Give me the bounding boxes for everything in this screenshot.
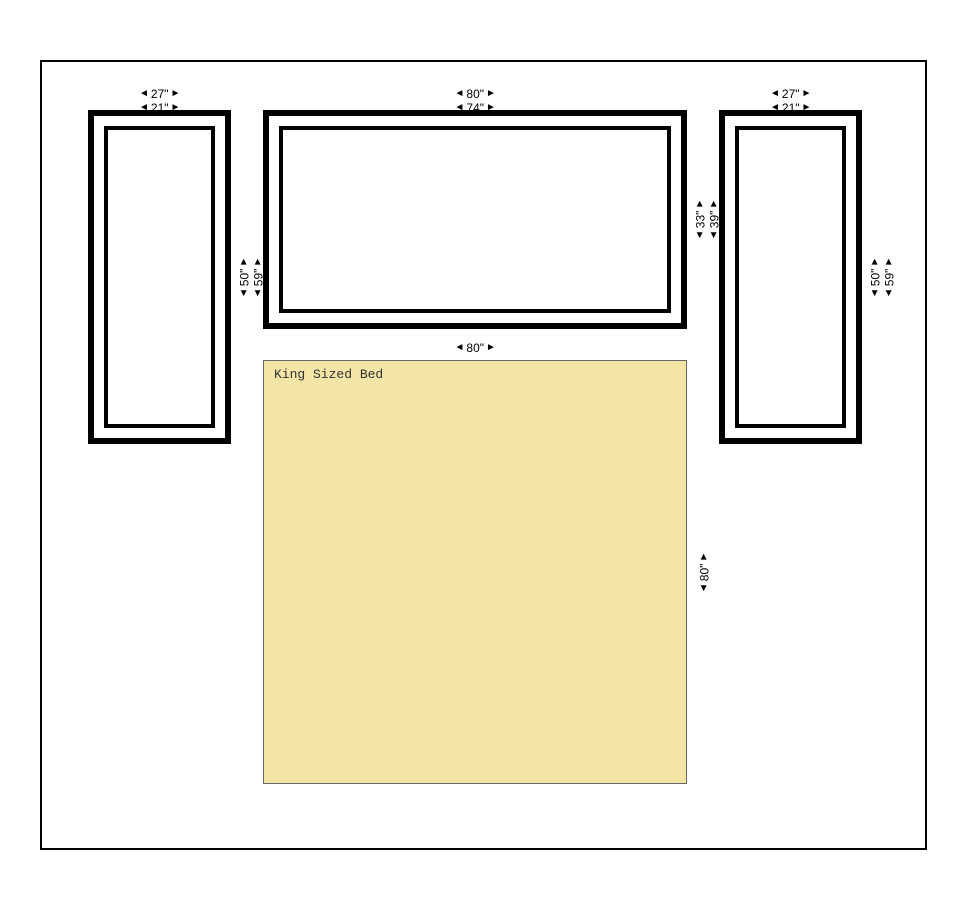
center-window-outer-width-dim: ◄80"► (455, 86, 496, 101)
right-window-inner-height-dim: ◄50"► (867, 256, 882, 297)
left-window-outer-width-dim: ◄27"► (139, 86, 180, 101)
right-window-inner (735, 126, 846, 428)
right-window-outer-width-dim: ◄27"► (770, 86, 811, 101)
bed-label: King Sized Bed (274, 367, 383, 382)
left-window-inner-height-dim: ◄50"► (236, 256, 251, 297)
right-window-inner-width-dim: ◄21"► (770, 100, 811, 115)
bed-width-dim: ◄80"► (455, 340, 496, 355)
king-bed: King Sized Bed (263, 360, 687, 784)
left-window-inner (104, 126, 215, 428)
floorplan-canvas: ◄27"►◄21"►◄50"►◄59"►◄80"►◄74"►◄33"►◄39"►… (0, 20, 967, 878)
right-window-outer-height-dim: ◄59"► (881, 256, 896, 297)
center-window-inner-width-dim: ◄74"► (455, 100, 496, 115)
center-window-inner-height-dim: ◄33"► (692, 199, 707, 240)
center-window-inner (279, 126, 671, 313)
left-window-inner-width-dim: ◄21"► (139, 100, 180, 115)
bed-height-dim: ◄80"► (696, 551, 711, 592)
